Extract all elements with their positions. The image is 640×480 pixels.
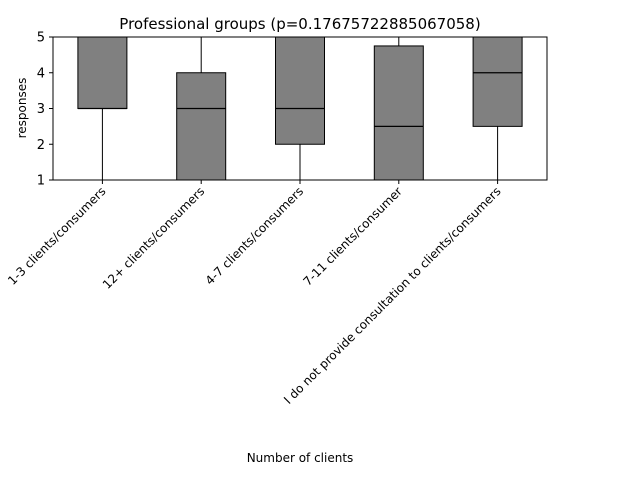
box (176, 72, 227, 181)
y-tick-label: 2 (37, 138, 45, 153)
x-axis-label: Number of clients (247, 451, 354, 465)
box (77, 36, 128, 109)
box (373, 45, 424, 181)
x-tick-label: 12+ clients/consumers (100, 184, 208, 292)
x-tick-label: 1-3 clients/consumers (5, 184, 108, 287)
y-tick-label: 1 (37, 174, 45, 189)
x-tick-label: 7-11 clients/consumer (300, 184, 404, 288)
chart-title: Professional groups (p=0.176757228850670… (119, 15, 480, 33)
x-tick-label: I do not provide consultation to clients… (281, 184, 504, 407)
y-axis-label: responses (15, 78, 29, 139)
y-tick-label: 3 (37, 102, 45, 117)
y-tick-label: 4 (37, 66, 45, 81)
box (472, 36, 523, 127)
x-tick-label: 4-7 clients/consumers (203, 184, 306, 287)
box (275, 36, 325, 145)
y-tick-label: 5 (37, 31, 45, 46)
